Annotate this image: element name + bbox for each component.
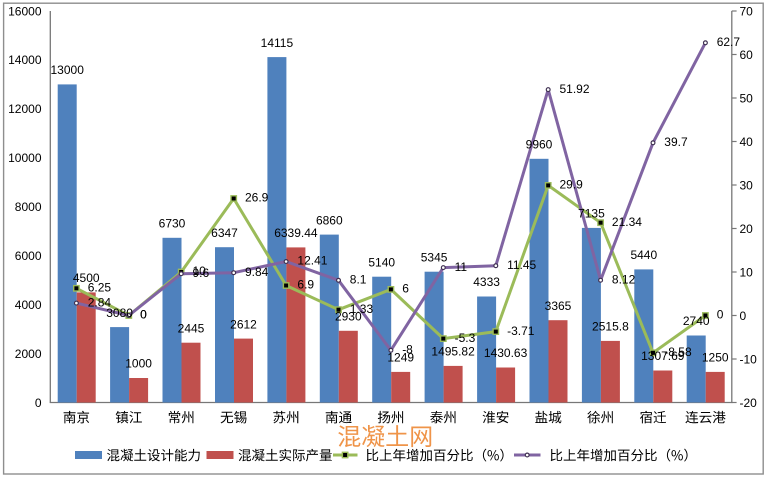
svg-text:6000: 6000	[15, 249, 42, 263]
svg-text:29.9: 29.9	[560, 178, 584, 192]
svg-text:2515.8: 2515.8	[592, 320, 629, 334]
svg-text:39.7: 39.7	[664, 135, 688, 149]
svg-text:0: 0	[35, 396, 42, 410]
svg-text:16000: 16000	[8, 4, 42, 18]
svg-text:21.34: 21.34	[612, 215, 642, 229]
svg-text:5440: 5440	[630, 248, 657, 262]
svg-text:3080: 3080	[106, 306, 133, 320]
svg-text:6339.44: 6339.44	[274, 226, 318, 240]
svg-text:2000: 2000	[15, 347, 42, 361]
svg-text:30: 30	[740, 178, 754, 192]
svg-text:10: 10	[740, 265, 754, 279]
svg-text:70: 70	[740, 4, 754, 18]
svg-text:-3.71: -3.71	[507, 324, 535, 338]
svg-text:6.25: 6.25	[88, 281, 112, 295]
svg-text:51.92: 51.92	[560, 82, 590, 96]
svg-text:1307.69: 1307.69	[641, 349, 685, 363]
svg-text:10: 10	[193, 264, 207, 278]
svg-text:1495.82: 1495.82	[431, 345, 475, 359]
svg-text:0: 0	[740, 309, 747, 323]
svg-text:1250: 1250	[702, 351, 729, 365]
svg-text:13000: 13000	[51, 63, 85, 77]
svg-text:2740: 2740	[683, 314, 710, 328]
svg-text:8.1: 8.1	[350, 273, 367, 287]
svg-text:12.41: 12.41	[297, 254, 327, 268]
svg-text:6: 6	[402, 282, 409, 296]
svg-text:1.33: 1.33	[350, 302, 374, 316]
svg-text:6730: 6730	[159, 217, 186, 231]
svg-text:4333: 4333	[473, 275, 500, 289]
svg-text:12000: 12000	[8, 102, 42, 116]
svg-text:50: 50	[740, 91, 754, 105]
svg-text:26.9: 26.9	[245, 191, 269, 205]
svg-text:2445: 2445	[178, 321, 205, 335]
svg-text:1430.63: 1430.63	[484, 346, 528, 360]
svg-text:5140: 5140	[368, 255, 395, 269]
svg-text:1000: 1000	[125, 357, 152, 371]
svg-text:0: 0	[717, 308, 724, 322]
svg-text:8.12: 8.12	[612, 272, 636, 286]
svg-text:1249: 1249	[387, 351, 414, 365]
svg-text:11.45: 11.45	[507, 258, 536, 272]
svg-text:14115: 14115	[261, 36, 294, 50]
svg-text:2612: 2612	[230, 317, 257, 331]
svg-text:11: 11	[455, 260, 468, 274]
svg-text:20: 20	[740, 222, 754, 236]
svg-text:6.9: 6.9	[297, 278, 314, 292]
svg-text:-20: -20	[740, 396, 758, 410]
svg-text:2930: 2930	[335, 310, 362, 324]
svg-text:-5.3: -5.3	[455, 331, 476, 345]
svg-text:0: 0	[140, 308, 147, 322]
svg-text:4000: 4000	[15, 298, 42, 312]
svg-text:9.84: 9.84	[245, 265, 269, 279]
svg-text:6347: 6347	[211, 226, 238, 240]
svg-text:2.84: 2.84	[88, 295, 112, 309]
svg-text:7135: 7135	[578, 207, 605, 221]
svg-text:8000: 8000	[15, 200, 42, 214]
svg-text:6860: 6860	[316, 213, 343, 227]
svg-text:5345: 5345	[421, 250, 448, 264]
svg-text:-8: -8	[402, 343, 413, 357]
svg-text:9960: 9960	[526, 138, 553, 152]
svg-text:60: 60	[740, 48, 754, 62]
svg-text:3365: 3365	[545, 299, 572, 313]
svg-text:-10: -10	[740, 352, 758, 366]
svg-text:4500: 4500	[73, 271, 100, 285]
svg-text:0: 0	[140, 308, 147, 322]
svg-text:14000: 14000	[8, 53, 42, 67]
svg-text:10000: 10000	[8, 151, 42, 165]
svg-text:40: 40	[740, 135, 754, 149]
svg-text:9.6: 9.6	[193, 266, 210, 280]
svg-text:62.7: 62.7	[717, 35, 741, 49]
svg-text:-8.58: -8.58	[664, 345, 692, 359]
